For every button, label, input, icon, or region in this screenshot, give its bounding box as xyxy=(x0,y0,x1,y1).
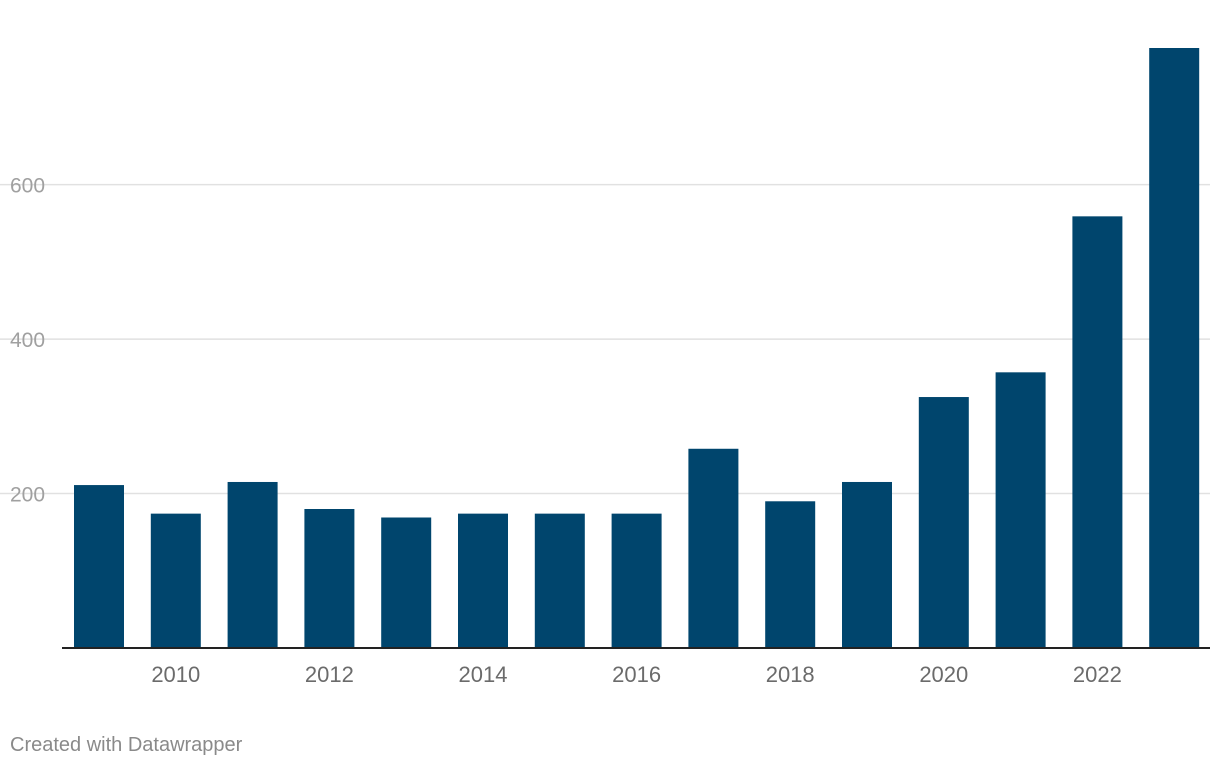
bar-2019 xyxy=(842,481,892,648)
x-tick-label: 2022 xyxy=(1073,662,1122,687)
y-tick-label: 400 xyxy=(10,329,45,352)
bars xyxy=(74,48,1200,648)
x-tick-label: 2016 xyxy=(612,662,661,687)
bar-2017 xyxy=(688,448,739,648)
bar-2021 xyxy=(995,372,1046,648)
x-tick-label: 2012 xyxy=(305,662,354,687)
bar-2014 xyxy=(458,513,508,648)
x-tick-label: 2018 xyxy=(766,662,815,687)
bar-chart: 200 400 600 2010 2012 2014 2016 2018 2020 2022 xyxy=(0,48,1210,687)
credit-text[interactable]: Created with Datawrapper xyxy=(10,734,243,756)
bar-2011 xyxy=(227,481,278,648)
y-tick-label: 600 xyxy=(10,175,45,198)
x-tick-label: 2020 xyxy=(919,662,968,687)
axes: 200 400 600 2010 2012 2014 2016 2018 2020 2022 xyxy=(10,175,1210,687)
bar-2009 xyxy=(74,485,124,648)
bar-2020 xyxy=(918,397,969,648)
x-tick-label: 2010 xyxy=(151,662,200,687)
bar-2012 xyxy=(304,509,355,648)
bar-2010 xyxy=(150,513,201,648)
bar-2015 xyxy=(534,513,585,648)
bar-2023 xyxy=(1149,48,1200,648)
chart-canvas: 200 400 600 2010 2012 2014 2016 2018 2020 2022 xyxy=(0,48,1210,687)
bar-2016 xyxy=(611,513,662,648)
bar-2018 xyxy=(765,501,816,648)
bar-2022 xyxy=(1072,216,1123,648)
x-tick-label: 2014 xyxy=(459,662,508,687)
y-tick-label: 200 xyxy=(10,484,45,507)
bar-2013 xyxy=(381,517,432,648)
